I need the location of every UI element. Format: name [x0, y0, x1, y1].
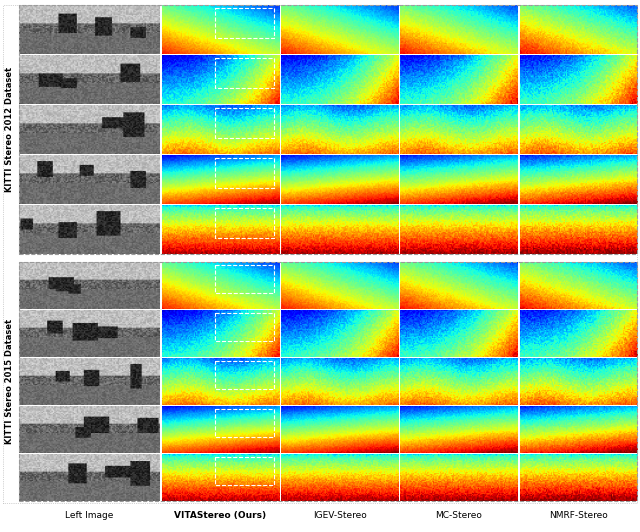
Text: MC-Stereo: MC-Stereo [435, 511, 483, 520]
Text: KITTI Stereo 2012 Dataset: KITTI Stereo 2012 Dataset [5, 67, 14, 192]
Bar [215, 361, 274, 389]
Text: IGEV-Stereo: IGEV-Stereo [313, 511, 367, 520]
Bar [215, 208, 274, 237]
Bar [215, 456, 274, 485]
Bar [215, 158, 274, 188]
Text: NMRF-Stereo: NMRF-Stereo [548, 511, 607, 520]
Bar [215, 59, 274, 88]
Text: VITAStereo (Ours): VITAStereo (Ours) [175, 511, 267, 520]
Bar [215, 9, 274, 38]
Bar [215, 265, 274, 293]
Bar [215, 313, 274, 341]
Bar [215, 109, 274, 138]
Bar [215, 409, 274, 437]
Text: KITTI Stereo 2015 Dataset: KITTI Stereo 2015 Dataset [5, 319, 14, 444]
Text: Left Image: Left Image [65, 511, 114, 520]
